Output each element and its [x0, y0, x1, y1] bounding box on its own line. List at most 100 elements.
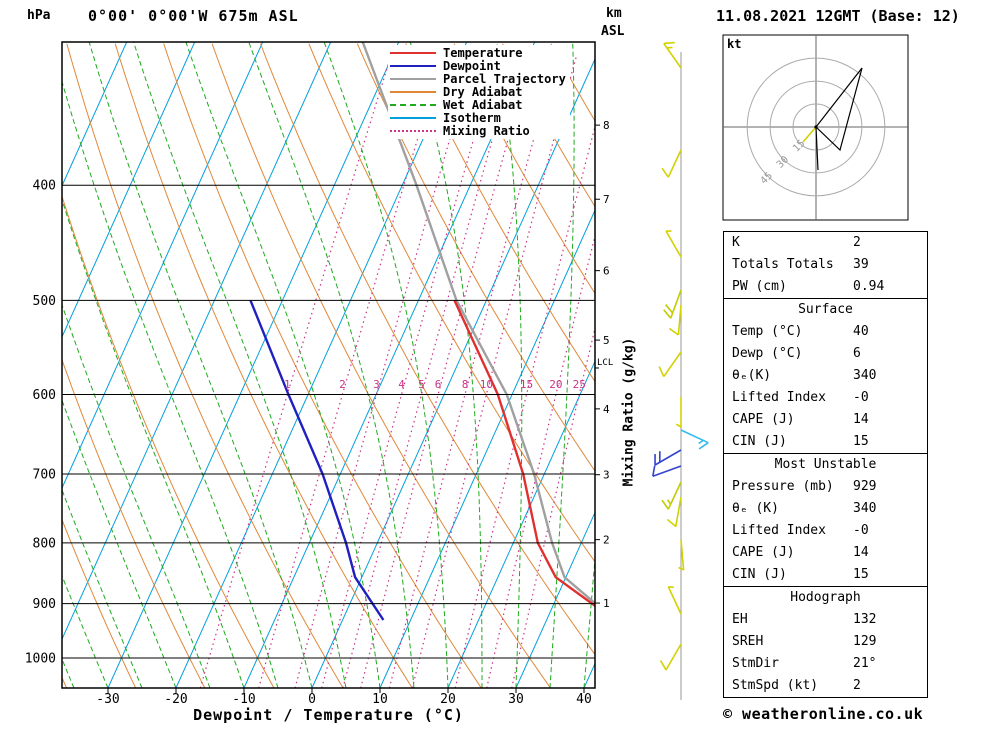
svg-text:0: 0: [308, 692, 316, 707]
stat-value: 132: [853, 612, 877, 627]
stat-row: CAPE (J) 14: [724, 542, 927, 564]
stat-label: θₑ (K): [732, 501, 779, 516]
wind-barb: [668, 304, 682, 336]
plot-frame: [61, 41, 596, 689]
hodograph-unit-label: kt: [727, 37, 742, 51]
stat-row: StmSpd (kt) 2: [724, 675, 927, 697]
stat-value: 340: [853, 501, 877, 516]
dry-adiabat-lines: [62, 43, 595, 688]
wind-barb: [659, 643, 682, 671]
legend-line-sample: [390, 64, 436, 67]
hodograph-ring: [746, 57, 886, 197]
mixing-ratio-axis-label: Mixing Ratio (g/kg): [621, 337, 637, 487]
svg-text:6: 6: [435, 378, 442, 391]
stat-value: 0.94: [853, 279, 885, 294]
hodograph-origin-dot: [814, 125, 818, 129]
svg-text:600: 600: [33, 388, 56, 403]
wind-barb: [665, 230, 682, 258]
stat-row: Dewp (°C) 6: [724, 343, 927, 365]
svg-text:40: 40: [576, 692, 592, 707]
legend-line-sample: [390, 77, 436, 80]
stat-row: CIN (J) 15: [724, 564, 927, 586]
svg-text:3: 3: [603, 469, 610, 482]
stat-value: 15: [853, 434, 869, 449]
stat-value: 15: [853, 567, 869, 582]
stat-value: 340: [853, 368, 877, 383]
stat-label: EH: [732, 612, 748, 627]
stat-row: Totals Totals 39: [724, 254, 927, 276]
wind-barb: [663, 41, 682, 69]
legend-label: Parcel Trajectory: [443, 71, 566, 86]
lcl-label: LCL: [597, 358, 613, 368]
svg-text:1: 1: [603, 597, 610, 610]
stats-table-title: Surface: [798, 302, 853, 317]
svg-text:900: 900: [33, 597, 56, 612]
stat-label: Dewp (°C): [732, 346, 803, 361]
stat-row: Pressure (mb) 929: [724, 476, 927, 498]
stat-label: K: [732, 235, 740, 250]
stat-value: -0: [853, 390, 869, 405]
svg-text:8: 8: [603, 119, 610, 132]
skewt-plot-area: [62, 42, 595, 688]
stat-label: Lifted Index: [732, 390, 826, 405]
legend-line-sample: [390, 116, 436, 119]
dewpoint-curve: [249, 299, 385, 621]
svg-text:20: 20: [549, 378, 562, 391]
svg-text:15: 15: [520, 378, 533, 391]
legend-item-dry-adiabat: Dry Adiabat: [390, 84, 566, 99]
wind-barb: [658, 351, 682, 378]
legend-line-sample: [390, 129, 436, 132]
wind-barb: [667, 586, 682, 615]
legend-label: Temperature: [443, 45, 523, 60]
svg-text:4: 4: [398, 378, 405, 391]
legend-item-mixing-ratio: Mixing Ratio: [390, 123, 566, 138]
legend-label: Mixing Ratio: [443, 123, 530, 138]
stat-label: CIN (J): [732, 434, 787, 449]
pressure-tick-labels: 400 500 600 700 800 900 1000: [25, 179, 56, 667]
stat-row: SREH 129: [724, 631, 927, 653]
svg-text:10: 10: [372, 692, 388, 707]
wind-barb: [661, 149, 682, 178]
legend-label: Dry Adiabat: [443, 84, 523, 99]
wind-barb: [663, 289, 682, 319]
legend-label: Wet Adiabat: [443, 97, 523, 112]
svg-text:-30: -30: [96, 692, 119, 707]
stat-label: θₑ(K): [732, 368, 772, 383]
chart-title: 0°00' 0°00'W 675m ASL: [88, 7, 299, 25]
stat-label: SREH: [732, 634, 764, 649]
svg-text:3: 3: [373, 378, 380, 391]
legend-line-sample: [390, 51, 436, 54]
km-asl-ticks: 1 2 3 4 5 6 7 8: [595, 119, 610, 610]
svg-text:4: 4: [603, 403, 610, 416]
svg-text:25: 25: [573, 378, 586, 391]
stat-label: CIN (J): [732, 567, 787, 582]
stat-row: θₑ(K) 340: [724, 365, 927, 387]
stat-value: 129: [853, 634, 877, 649]
legend-item-isotherm: Isotherm: [390, 111, 566, 125]
altitude-axis-unit-asl: ASL: [601, 24, 625, 39]
svg-text:800: 800: [33, 536, 56, 551]
mixing-ratio-labels: 1 2 3 4 5 6 8 10 15 20 25: [284, 378, 586, 391]
stats-table-indices: K 2 Totals Totals 39 PW (cm) 0.94: [723, 231, 928, 299]
stat-value: 929: [853, 479, 877, 494]
wind-barb: [661, 481, 682, 510]
parcel-trajectory-curve: [361, 42, 595, 605]
stats-table-most-unstable: Most Unstable Pressure (mb) 929 θₑ (K) 340 Li…: [723, 453, 928, 587]
pressure-gridlines: [62, 184, 595, 659]
stat-value: -0: [853, 523, 869, 538]
svg-text:2: 2: [339, 378, 346, 391]
stat-label: CAPE (J): [732, 412, 795, 427]
stat-row: EH 132: [724, 609, 927, 631]
temperature-tick-labels: -30 -20 -10 0 10 20 30 40: [96, 688, 592, 707]
stat-label: Totals Totals: [732, 257, 834, 272]
stat-value: 2: [853, 678, 861, 693]
temperature-curve: [453, 299, 595, 608]
hodograph-ring: [792, 103, 840, 151]
stat-row: θₑ (K) 340: [724, 498, 927, 520]
stat-label: Pressure (mb): [732, 479, 834, 494]
wind-barb: [678, 539, 685, 571]
chart-datetime: 11.08.2021 12GMT (Base: 12): [716, 7, 960, 25]
